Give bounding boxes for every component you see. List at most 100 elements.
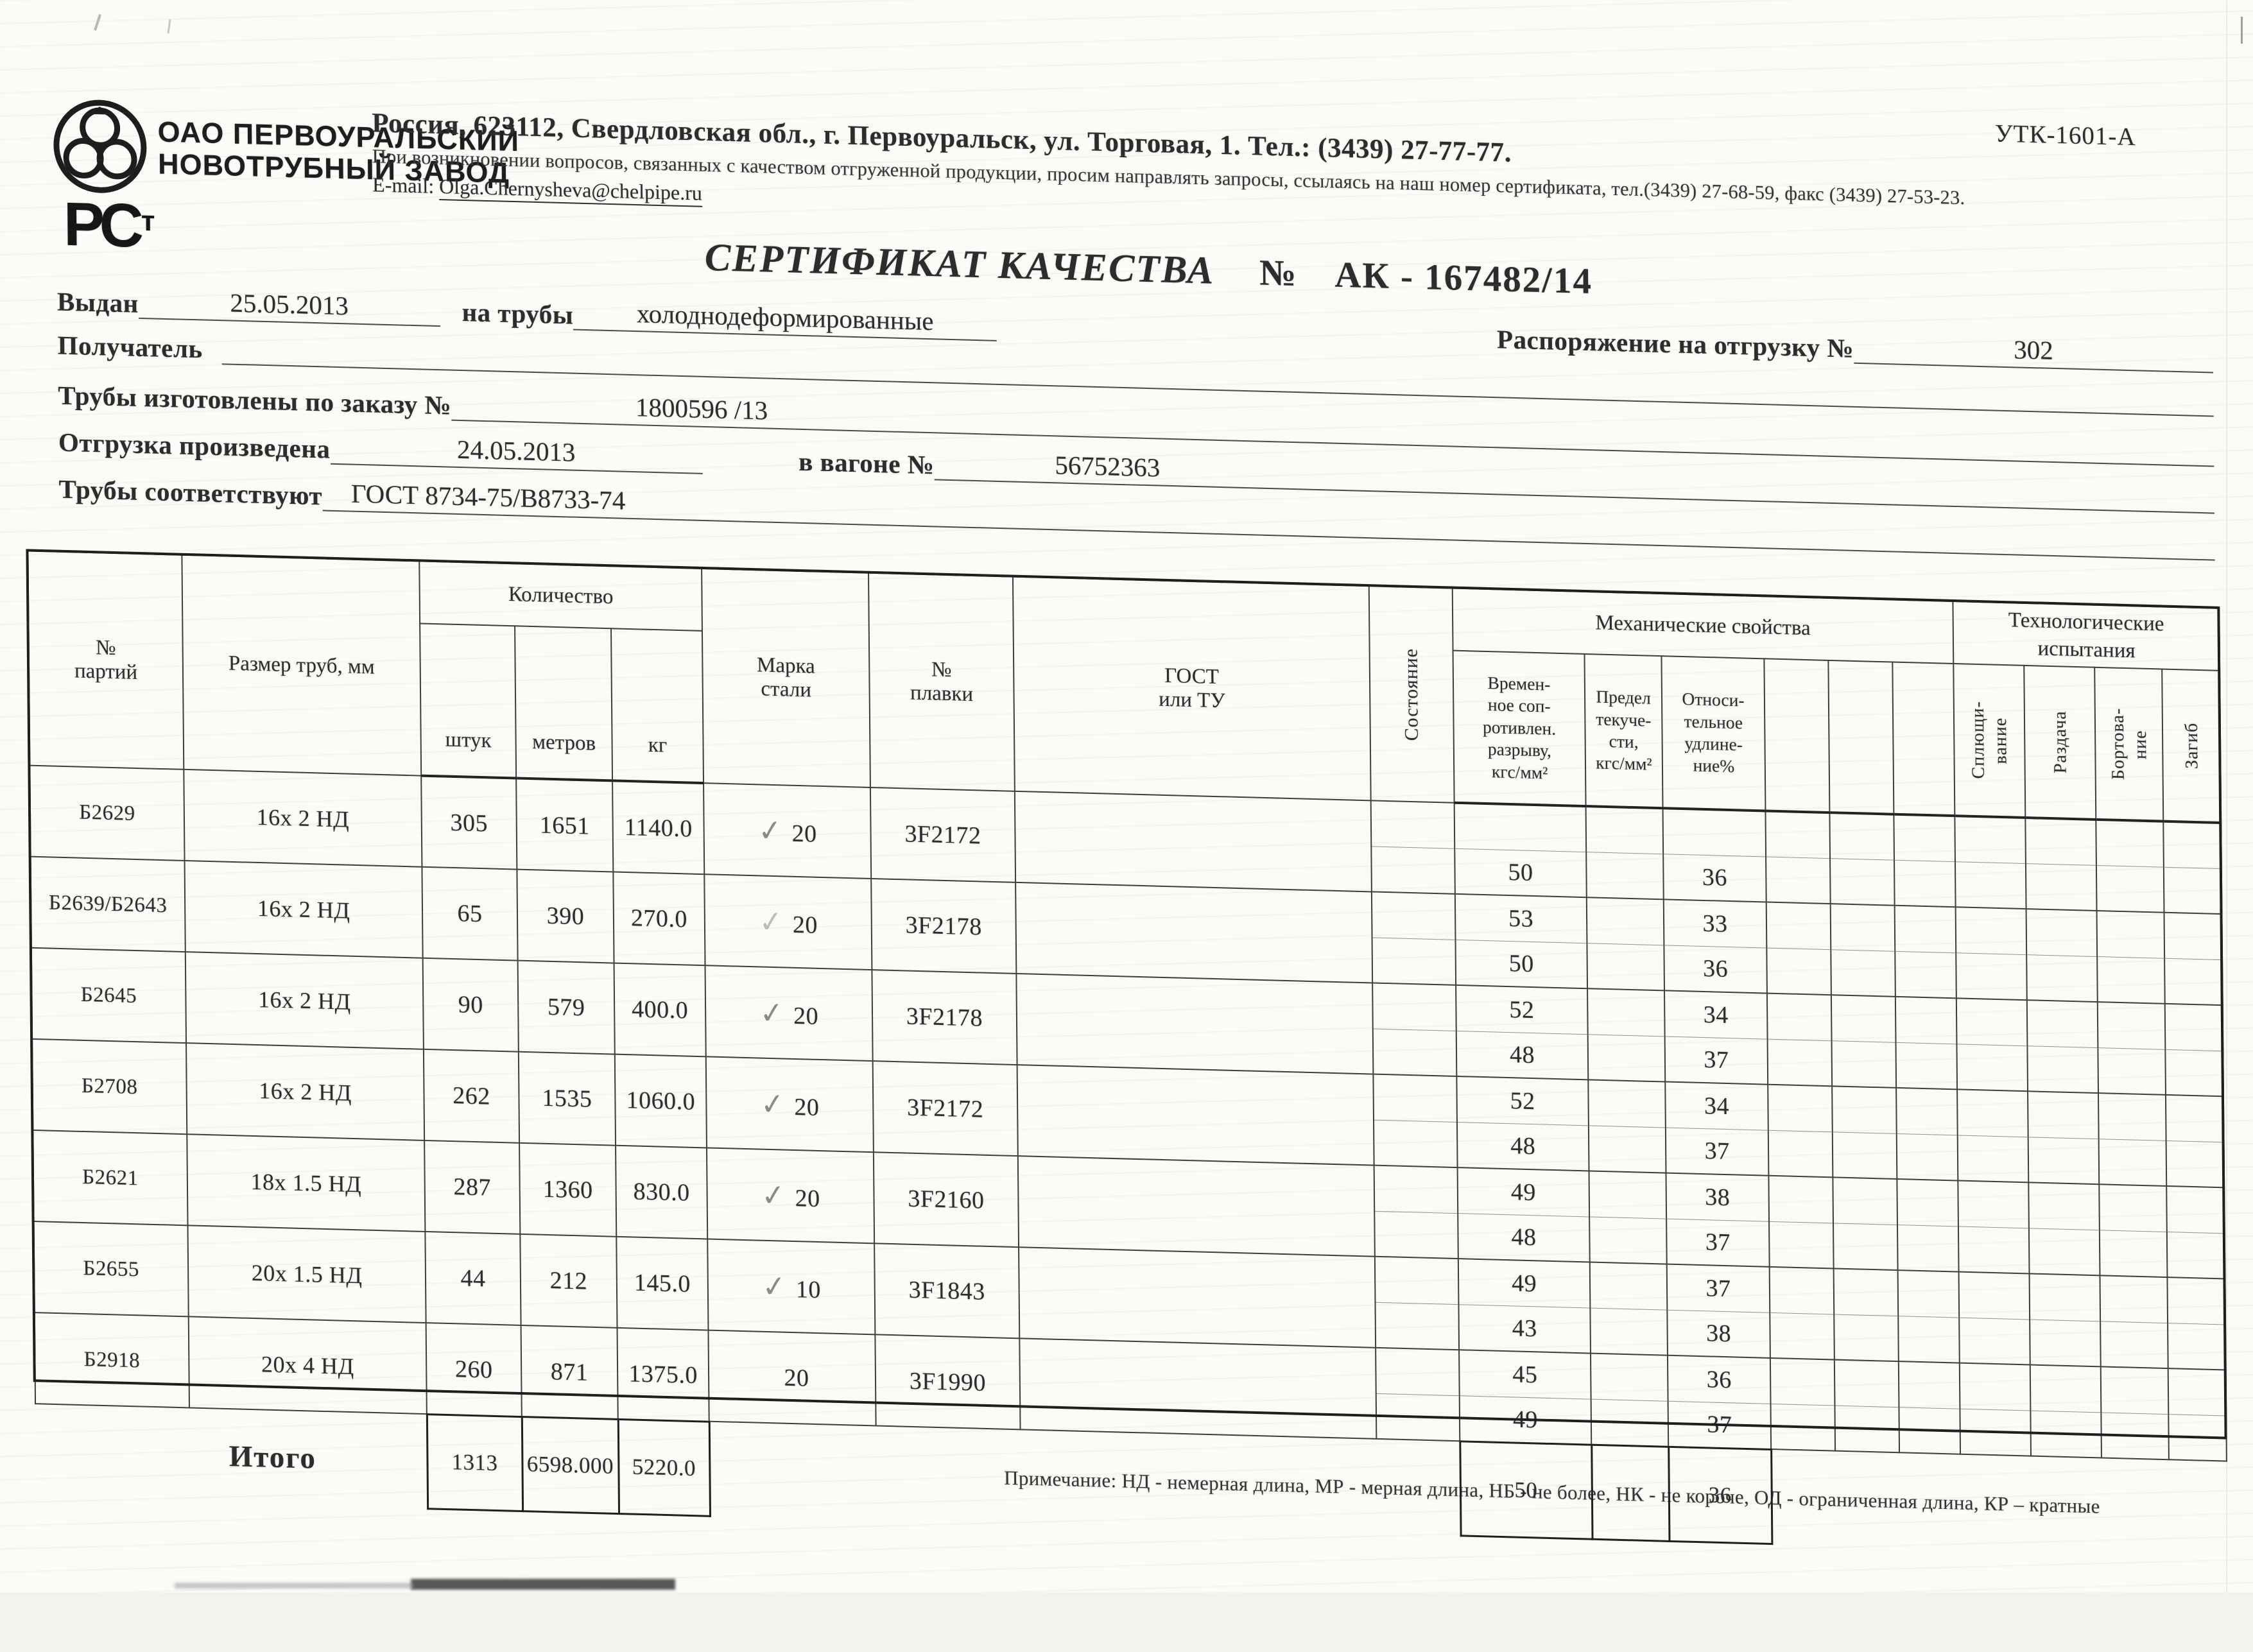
total-kg: 5220.0 <box>617 1418 710 1516</box>
tensile-value: 48 <box>1456 1030 1589 1080</box>
col-header-meters: метров <box>515 626 613 781</box>
steel-grade: ✓ 20 <box>706 1148 875 1244</box>
col-header-size: Размер труб, мм <box>182 555 422 776</box>
receiver-label: Получатель <box>57 330 203 364</box>
state-cell <box>1376 1347 1460 1396</box>
wagon-label: в вагоне № <box>798 446 935 480</box>
pipes-label: на трубы <box>462 297 574 330</box>
elongation-value: 37 <box>1664 1036 1768 1085</box>
batch-number: Б2918 <box>34 1312 189 1408</box>
batch-number: Б2629 <box>30 765 185 861</box>
gost-cell <box>1019 1247 1376 1348</box>
qty-kg: 1375.0 <box>617 1327 709 1422</box>
qty-meters: 1360 <box>519 1142 617 1237</box>
qty-kg: 1140.0 <box>612 780 705 875</box>
form-code: УТК-1601-А <box>1994 119 2136 151</box>
tensile-value: 49 <box>1457 1167 1590 1217</box>
tensile-value: 53 <box>1455 893 1587 943</box>
melt-number: 3F2178 <box>872 970 1017 1065</box>
qty-kg: 400.0 <box>614 963 706 1057</box>
conformity-line-rule <box>1256 532 2215 561</box>
elongation-value: 37 <box>1666 1264 1770 1312</box>
col-header-pieces: штук <box>420 623 517 779</box>
qty-pieces: 65 <box>422 866 518 961</box>
tensile-value: 52 <box>1456 1076 1589 1126</box>
scanned-paper <box>0 0 2253 1592</box>
pipe-size: 16х 2 НД <box>184 769 422 867</box>
col-header-empty-3 <box>1892 662 1955 816</box>
rst-mark-letters: РС <box>63 189 141 261</box>
melt-number: 3F2172 <box>872 1061 1018 1157</box>
state-cell <box>1373 1074 1457 1123</box>
steel-grade: ✓ 20 <box>705 965 873 1062</box>
qty-pieces: 262 <box>423 1049 520 1143</box>
col-header-bend: Загиб <box>2162 669 2222 823</box>
state-cell <box>1374 1165 1458 1214</box>
gost-cell <box>1014 791 1372 892</box>
wagon-number: 56752363 <box>934 446 1281 490</box>
qty-pieces: 260 <box>426 1323 522 1417</box>
state-cell <box>1371 891 1456 940</box>
col-header-batch: № партий <box>28 551 184 770</box>
tensile-value: 45 <box>1459 1350 1591 1399</box>
qty-pieces: 90 <box>422 958 519 1052</box>
check-mark: ✓ <box>755 813 785 848</box>
qty-meters: 871 <box>521 1325 618 1419</box>
pipe-size: 16х 2 НД <box>185 952 424 1049</box>
qty-kg: 830.0 <box>616 1145 708 1239</box>
col-header-state: Состояние <box>1368 586 1455 803</box>
steel-grade: ✓ 10 <box>707 1239 876 1335</box>
qty-meters: 390 <box>517 869 614 963</box>
melt-number: 3F1843 <box>874 1243 1020 1339</box>
elongation-value: 36 <box>1663 854 1766 902</box>
qty-pieces: 44 <box>425 1231 521 1325</box>
qty-pieces: 287 <box>424 1140 521 1234</box>
yield-value <box>1585 806 1664 854</box>
check-mark: ✓ <box>757 995 786 1031</box>
flattening-cell <box>1955 816 2026 864</box>
pipe-size: 20х 1.5 НД <box>187 1225 426 1323</box>
pipe-size: 20х 4 НД <box>188 1316 427 1415</box>
tensile-value: 49 <box>1458 1259 1591 1308</box>
title-text: СЕРТИФИКАТ КАЧЕСТВА <box>704 236 1215 293</box>
elongation-value: 38 <box>1667 1309 1770 1358</box>
conform-standard: ГОСТ 8734-75/В8733-74 <box>322 477 1256 536</box>
gost-cell <box>1015 882 1373 983</box>
batch-number: Б2708 <box>32 1038 187 1135</box>
pipes-type: холоднодеформированные <box>573 296 997 341</box>
elongation-value: 37 <box>1665 1127 1769 1176</box>
qty-kg: 270.0 <box>613 872 705 966</box>
qty-meters: 1535 <box>518 1051 616 1146</box>
state-cell <box>1372 983 1456 1031</box>
col-header-gost: ГОСТ или ТУ <box>1012 576 1371 801</box>
col-header-flanging: Бортова- ние <box>2094 667 2164 822</box>
tensile-value: 50 <box>1455 939 1588 989</box>
check-mark: ✓ <box>758 1087 788 1122</box>
state-cell <box>1374 1256 1459 1305</box>
total-extra-tensile: 50 <box>1460 1441 1593 1539</box>
check-mark: ✓ <box>759 1178 788 1213</box>
steel-grade: 20 <box>708 1330 876 1426</box>
melt-number: 3F1990 <box>875 1334 1021 1430</box>
qty-meters: 579 <box>517 960 615 1054</box>
batch-number: Б2639/Б2643 <box>30 856 186 952</box>
made-order-label: Трубы изготовлены по заказу № <box>58 380 452 420</box>
flanging-cell <box>2096 819 2164 867</box>
col-header-elongation: Относи- тельное удлине- ние% <box>1661 656 1766 811</box>
tensile-value: 48 <box>1458 1213 1590 1262</box>
gost-cell <box>1019 1338 1377 1439</box>
elongation-value <box>1662 808 1766 857</box>
shipped-date: 24.05.2013 <box>330 430 703 474</box>
gost-cell <box>1017 1065 1374 1166</box>
check-mark: ✓ <box>757 904 786 940</box>
total-meters: 6598.000 <box>521 1416 619 1514</box>
elongation-value: 36 <box>1667 1355 1771 1404</box>
certificate-title: СЕРТИФИКАТ КАЧЕСТВА № АК - 167482/14 <box>705 236 1593 304</box>
qty-kg: 1060.0 <box>614 1054 707 1148</box>
elongation-value: 36 <box>1664 945 1767 994</box>
batch-number: Б2621 <box>33 1130 188 1226</box>
issued-label: Выдан <box>56 286 139 318</box>
bend-cell <box>2163 821 2222 869</box>
col-header-flattening: Сплющи- вание <box>1953 664 2026 818</box>
conform-label: Трубы соответствуют <box>58 474 323 511</box>
